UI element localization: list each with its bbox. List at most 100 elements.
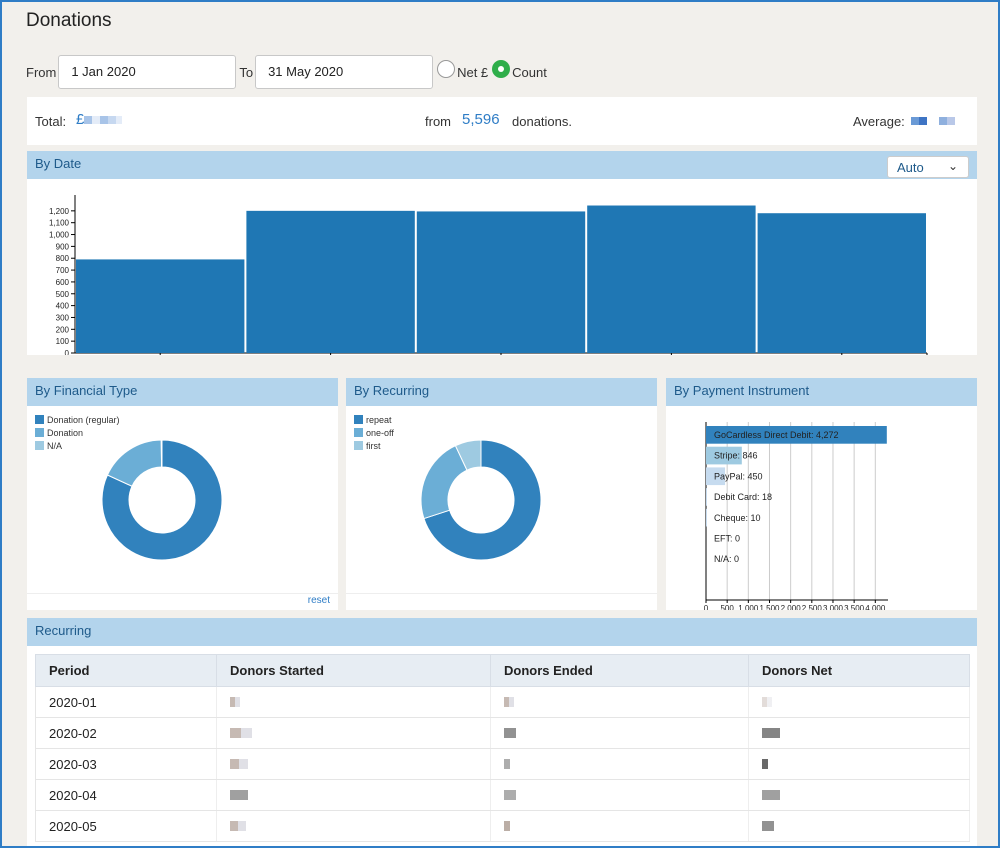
bar-label: GoCardless Direct Debit: 4,272 (714, 430, 839, 440)
redacted-cell (748, 779, 970, 811)
redacted-cell (216, 717, 491, 749)
financial-type-donut (101, 439, 223, 561)
redacted-block (230, 758, 248, 769)
period-cell: 2020-04 (35, 779, 217, 811)
y-tick-label: 900 (56, 242, 70, 251)
x-tick-label: 1,500 (759, 604, 780, 610)
redacted-cell (216, 686, 491, 718)
table-row: 2020-01 (35, 686, 970, 718)
bar-label: Cheque: 10 (714, 513, 761, 523)
redacted-cell (490, 779, 749, 811)
page-title: Donations (26, 10, 112, 31)
redacted-cell (216, 779, 491, 811)
table-row: 2020-04 (35, 779, 970, 811)
legend-item[interactable]: Donation (35, 427, 120, 440)
legend-label: Donation (47, 428, 84, 438)
redacted-block (504, 727, 516, 738)
redacted-block (762, 727, 780, 738)
redacted-block (504, 696, 514, 707)
bar (587, 205, 756, 353)
y-tick-label: 1,100 (49, 219, 70, 228)
by-date-header: By Date Auto ⌄ (27, 151, 977, 179)
to-label: To (239, 64, 254, 80)
from-date-input[interactable]: 1 Jan 2020 (58, 55, 237, 89)
average-value (911, 112, 955, 127)
bar-label: EFT: 0 (714, 534, 740, 544)
legend-item[interactable]: Donation (regular) (35, 414, 120, 427)
redacted-cell (748, 810, 970, 842)
x-tick-label: 3,500 (844, 604, 865, 610)
redacted-cell (216, 810, 491, 842)
period-cell: 2020-01 (35, 686, 217, 718)
bar (706, 446, 742, 465)
bar (416, 211, 586, 353)
redacted-cell (490, 748, 749, 780)
to-date-input[interactable]: 31 May 2020 (255, 55, 434, 89)
bar-label: PayPal: 450 (714, 471, 763, 481)
bar (757, 213, 926, 353)
redacted-block (100, 116, 109, 125)
redacted-block (939, 116, 947, 125)
recurring-legend: repeat one-off first (354, 414, 394, 453)
column-header-donors-started[interactable]: Donors Started (216, 654, 491, 687)
legend-item[interactable]: repeat (354, 414, 394, 427)
redacted-block (504, 758, 510, 769)
legend-swatch (354, 415, 363, 424)
table-header-row: Period Donors Started Donors Ended Donor… (35, 654, 970, 687)
pie-slice (160, 439, 163, 468)
total-value: £ (76, 111, 123, 128)
donation-count: 5,596 (462, 111, 500, 128)
bar (706, 508, 707, 527)
by-date-title: By Date (35, 156, 82, 171)
redacted-cell (490, 810, 749, 842)
legend-item[interactable]: first (354, 440, 394, 453)
legend-swatch (35, 441, 44, 450)
payment-instrument-panel: By Payment Instrument 0 500 1,000 1,500 2,00… (666, 378, 977, 613)
redacted-block (230, 727, 252, 738)
redacted-block (762, 820, 774, 831)
y-tick-label: 1,000 (49, 231, 70, 240)
redacted-block (911, 116, 919, 125)
chevron-down-icon: ⌄ (947, 159, 958, 173)
payment-instrument-header: By Payment Instrument (666, 378, 977, 406)
y-tick-label: 100 (56, 337, 70, 346)
redacted-block (762, 758, 768, 769)
redacted-block (84, 116, 93, 125)
y-tick-label: 0 (65, 349, 70, 355)
x-tick-label: 2,000 (781, 604, 802, 610)
net-radio[interactable] (437, 60, 456, 78)
redacted-block (230, 789, 248, 800)
interval-select[interactable]: Auto ⌄ (887, 156, 969, 178)
reset-link[interactable]: reset (307, 595, 330, 606)
legend-label: N/A (47, 441, 63, 451)
summary-bar: Total: £ from 5,596 donations. Average: (27, 97, 977, 145)
redacted-block (762, 789, 780, 800)
column-header-period[interactable]: Period (35, 654, 217, 687)
by-date-panel: By Date Auto ⌄ 0 100 200 300 400 500 600 700 800… (27, 151, 977, 367)
date-filters: From 1 Jan 2020 To 31 May 2020 Net £ Cou… (26, 55, 547, 89)
legend-swatch (35, 428, 44, 437)
recurring-table-header: Recurring (27, 618, 977, 646)
column-header-donors-net[interactable]: Donors Net (748, 654, 970, 687)
total-currency: £ (76, 111, 85, 128)
column-header-donors-ended[interactable]: Donors Ended (490, 654, 749, 687)
redacted-cell (748, 717, 970, 749)
table-row: 2020-02 (35, 717, 970, 749)
redacted-block (108, 116, 117, 125)
count-radio[interactable] (492, 60, 511, 78)
period-cell: 2020-02 (35, 717, 217, 749)
redacted-block (504, 789, 516, 800)
redacted-cell (748, 748, 970, 780)
legend-item[interactable]: one-off (354, 427, 394, 440)
redacted-block (504, 820, 510, 831)
recurring-chart-body: repeat one-off first (346, 406, 657, 594)
legend-label: one-off (366, 428, 394, 438)
bar (706, 426, 887, 444)
y-tick-label: 200 (56, 325, 70, 334)
bar-label: Stripe: 846 (714, 451, 758, 461)
table-row: 2020-03 (35, 748, 970, 780)
legend-item[interactable]: N/A (35, 440, 120, 453)
redacted-block (116, 116, 123, 125)
financial-type-body: Donation (regular) Donation N/A (27, 406, 338, 594)
total-label: Total: (35, 114, 67, 129)
